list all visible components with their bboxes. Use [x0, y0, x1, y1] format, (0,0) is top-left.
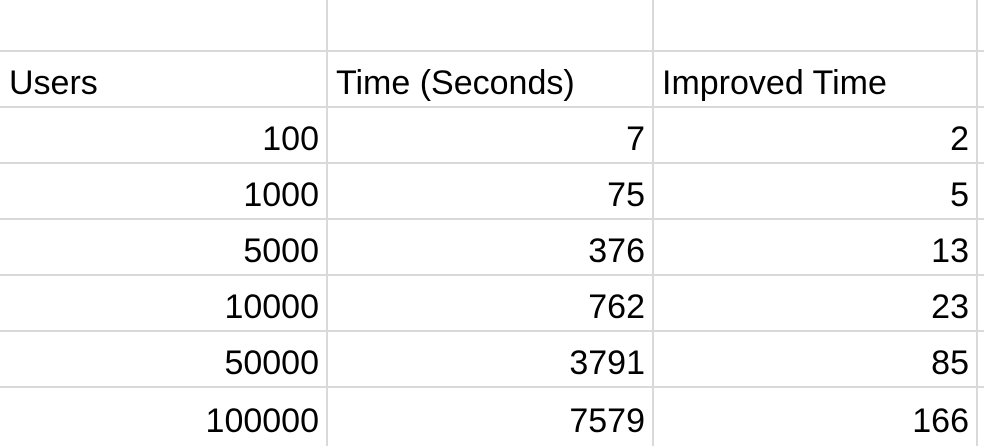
- header-cell-time-seconds[interactable]: Time (Seconds): [327, 52, 653, 106]
- cell-value: 10000: [224, 288, 319, 326]
- row-gridline: [0, 386, 984, 388]
- column-gridline: [326, 0, 328, 446]
- cell-value: 23: [931, 288, 969, 326]
- cell-value: 100: [262, 120, 319, 158]
- row-gridline: [0, 106, 984, 108]
- improved-time-cell[interactable]: 23: [653, 276, 977, 330]
- header-label: Users: [9, 64, 98, 102]
- cell-value: 75: [607, 176, 645, 214]
- table-row: 10000 762 23: [0, 276, 984, 330]
- cell-value: 7579: [569, 402, 645, 440]
- cell-value: 85: [931, 344, 969, 382]
- improved-time-cell[interactable]: 2: [653, 108, 977, 162]
- improved-time-cell[interactable]: 5: [653, 164, 977, 218]
- row-gridline: [0, 50, 984, 52]
- users-cell[interactable]: 1000: [0, 164, 327, 218]
- cell-value: 2: [950, 120, 969, 158]
- users-cell[interactable]: 100: [0, 108, 327, 162]
- users-cell[interactable]: 50000: [0, 332, 327, 386]
- improved-time-cell[interactable]: 166: [653, 388, 977, 444]
- column-gridline: [652, 0, 654, 446]
- time-seconds-cell[interactable]: 376: [327, 220, 653, 274]
- cell-value: 100000: [205, 402, 319, 440]
- cell-value: 376: [588, 232, 645, 270]
- cell-value: 1000: [243, 176, 319, 214]
- time-seconds-cell[interactable]: 7: [327, 108, 653, 162]
- cell-value: 13: [931, 232, 969, 270]
- time-seconds-cell[interactable]: 7579: [327, 388, 653, 444]
- cell-value: 5: [950, 176, 969, 214]
- users-cell[interactable]: 100000: [0, 388, 327, 444]
- row-gridline: [0, 274, 984, 276]
- row-gridline: [0, 330, 984, 332]
- users-cell[interactable]: 10000: [0, 276, 327, 330]
- empty-cell[interactable]: [653, 0, 977, 50]
- table-row: 1000 75 5: [0, 164, 984, 218]
- empty-cell[interactable]: [327, 0, 653, 50]
- table-row: 100000 7579 166: [0, 388, 984, 444]
- header-label: Time (Seconds): [336, 64, 575, 102]
- cell-value: 3791: [569, 344, 645, 382]
- header-row: Users Time (Seconds) Improved Time: [0, 52, 984, 106]
- table-row: 100 7 2: [0, 108, 984, 162]
- header-cell-improved-time[interactable]: Improved Time: [653, 52, 977, 106]
- header-label: Improved Time: [662, 64, 887, 102]
- empty-cell[interactable]: [0, 0, 327, 50]
- cell-value: 50000: [224, 344, 319, 382]
- row-gridline: [0, 218, 984, 220]
- cell-value: 762: [588, 288, 645, 326]
- header-cell-users[interactable]: Users: [0, 52, 327, 106]
- cell-value: 5000: [243, 232, 319, 270]
- time-seconds-cell[interactable]: 3791: [327, 332, 653, 386]
- cell-value: 7: [626, 120, 645, 158]
- row-gridline: [0, 162, 984, 164]
- cell-value: 166: [912, 402, 969, 440]
- users-cell[interactable]: 5000: [0, 220, 327, 274]
- improved-time-cell[interactable]: 13: [653, 220, 977, 274]
- time-seconds-cell[interactable]: 762: [327, 276, 653, 330]
- table-row: 5000 376 13: [0, 220, 984, 274]
- column-gridline: [976, 0, 978, 446]
- table-row: 50000 3791 85: [0, 332, 984, 386]
- time-seconds-cell[interactable]: 75: [327, 164, 653, 218]
- improved-time-cell[interactable]: 85: [653, 332, 977, 386]
- empty-row: [0, 0, 984, 50]
